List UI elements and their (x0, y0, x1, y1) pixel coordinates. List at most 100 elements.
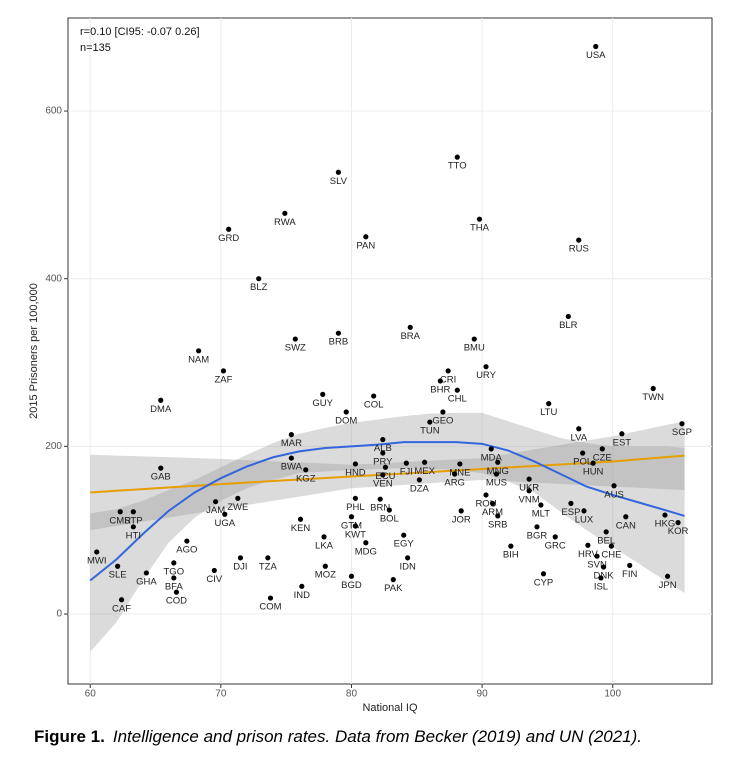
point (565, 313, 571, 320)
caption: Figure 1. Intelligence and prison rates. … (34, 727, 642, 746)
point (679, 421, 685, 427)
point-label: PAK (384, 583, 403, 594)
point (321, 534, 327, 540)
point (352, 523, 358, 529)
point (580, 450, 586, 456)
point-label: GRC (545, 540, 566, 551)
point-label: VNM (519, 494, 540, 505)
point-label: CHE (601, 550, 621, 561)
point-label: SGP (672, 427, 692, 438)
point-layer: USA TTO SLV THA RWA GRD PAN RUS BLZ BLR BRA BRB SWZ B… (87, 43, 692, 614)
x-tick-label: 70 (215, 689, 227, 700)
point-label: SLV (330, 176, 348, 187)
point-label: JPN (659, 580, 677, 591)
annotation: n=135 (80, 42, 111, 54)
point-label: COL (364, 400, 384, 411)
point (489, 500, 496, 506)
point (352, 495, 358, 501)
point (664, 573, 671, 579)
point-label: MAR (281, 438, 302, 449)
point (130, 509, 136, 515)
point-label: BRA (400, 331, 420, 342)
point (226, 226, 232, 232)
point (380, 450, 386, 456)
point (454, 154, 460, 160)
point (594, 553, 600, 559)
point (352, 461, 358, 467)
point-label: DZA (410, 483, 430, 494)
point-label: UKR (519, 483, 539, 494)
point-label: CRI (440, 374, 456, 385)
point-label: CYP (534, 577, 554, 588)
point-label: ECU (375, 471, 395, 482)
point-label: BMU (464, 343, 485, 354)
point-label: ROU (475, 498, 496, 509)
point-label: TZA (259, 561, 278, 572)
point-label: AUS (604, 489, 624, 500)
point-label: ISL (594, 581, 608, 592)
point (371, 393, 377, 399)
point-label: UGA (214, 518, 235, 529)
point-label: BLR (559, 320, 578, 331)
fit-line (90, 454, 685, 494)
point (256, 276, 262, 282)
point (211, 567, 217, 574)
point (416, 477, 422, 483)
point (437, 378, 443, 384)
point (288, 455, 294, 461)
point-label: DMA (150, 404, 172, 415)
point-label: MNE (449, 467, 470, 478)
point (526, 476, 532, 482)
y-axis-label: 2015 Prisoners per 100,000 (28, 283, 40, 419)
point (235, 495, 241, 501)
point (348, 514, 355, 520)
point-label: MWI (87, 555, 107, 566)
point (115, 563, 121, 569)
x-tick-label: 60 (85, 689, 97, 700)
point (267, 595, 274, 601)
point (458, 508, 464, 514)
point (380, 472, 386, 478)
point-label: TGO (164, 566, 185, 577)
point (608, 543, 615, 549)
point (603, 529, 609, 535)
x-tick-label: 100 (604, 689, 621, 700)
point-label: TUN (420, 426, 440, 437)
point (348, 573, 355, 579)
point-label: CZE (593, 452, 612, 463)
point (401, 532, 407, 538)
point-label: MDA (481, 452, 503, 463)
point-label: HRV (578, 549, 599, 560)
point-label: MEX (414, 466, 435, 477)
point-label: BOL (380, 514, 399, 525)
point-label: HND (345, 467, 366, 478)
point (363, 540, 369, 546)
point-label: BRN (370, 503, 390, 514)
point-label: SRB (488, 519, 508, 530)
point (598, 575, 604, 581)
point (184, 538, 190, 544)
point (335, 330, 342, 336)
point-label: BIH (503, 550, 519, 561)
point (568, 500, 574, 506)
point-label: KWT (345, 530, 366, 541)
point-label: LTU (540, 407, 557, 418)
caption-text: Intelligence and prison rates. Data from… (113, 727, 642, 746)
fit-line (89, 441, 685, 582)
point-label: BHR (430, 384, 450, 395)
point (581, 508, 587, 514)
point-label: MOZ (315, 570, 336, 581)
grid-layer (68, 18, 712, 684)
point-label: CIV (206, 574, 223, 585)
point-label: GEO (432, 415, 453, 426)
point (483, 364, 489, 370)
point-label: IND (294, 590, 311, 601)
annotation: r=0.10 [CI95: -0.07 0.26] (80, 26, 200, 38)
plot-panel (67, 17, 713, 685)
point-label: BEL (597, 535, 615, 546)
point (380, 437, 386, 443)
x-axis-label: National IQ (362, 702, 417, 714)
point (493, 471, 500, 477)
point (299, 583, 305, 589)
point (382, 464, 389, 470)
